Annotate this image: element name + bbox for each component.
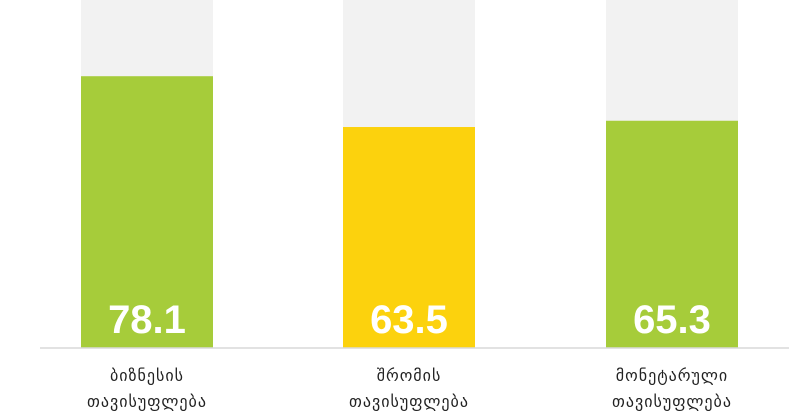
value-label: 78.1 [108,298,186,342]
bar [606,120,738,348]
bar [81,76,213,348]
category-labels: ბიზნესის თავისუფლება შრომის თავისუფლება მონე… [87,366,732,411]
bars [81,76,738,349]
value-label: 63.5 [370,298,448,342]
value-labels: 78.1 63.5 65.3 [108,298,711,342]
category-label: ბიზნესის [110,366,184,385]
category-label: თავისუფლება [87,392,207,411]
bar [343,127,475,349]
category-label: მონეტარული [616,366,728,385]
category-label: შრომის [377,366,442,385]
category-label: თავისუფლება [349,392,469,411]
category-label: თავისუფლება [612,392,732,411]
value-label: 65.3 [633,298,711,342]
